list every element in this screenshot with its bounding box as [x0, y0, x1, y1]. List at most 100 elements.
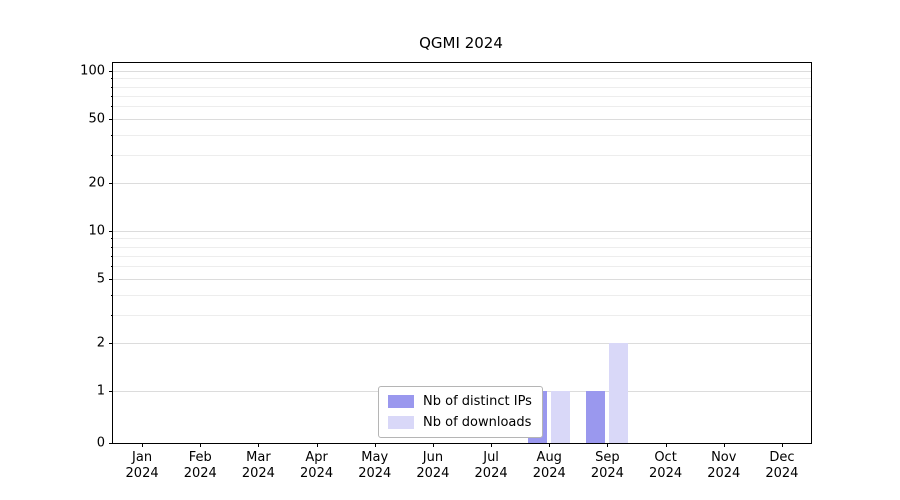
y-minor-tick-mark [110, 266, 113, 268]
y-tick-label: 2 [96, 335, 105, 351]
x-tick-label-line: 2024 [649, 466, 683, 482]
x-tick-mark [491, 443, 493, 447]
minor-gridline [113, 78, 811, 80]
y-tick-mark [109, 119, 113, 121]
major-gridline [113, 279, 811, 281]
y-tick-label: 20 [88, 175, 105, 191]
x-tick-label-line: Oct [654, 450, 677, 465]
x-tick-mark [607, 443, 609, 447]
y-tick-label: 10 [88, 223, 105, 239]
y-tick-mark [109, 342, 113, 344]
y-minor-tick-mark [110, 238, 113, 240]
major-gridline [113, 342, 811, 344]
legend-item-label: Nb of distinct IPs [423, 394, 532, 409]
x-tick-label-line: Dec [769, 450, 795, 465]
y-tick-mark [109, 182, 113, 184]
x-tick-mark [142, 443, 144, 447]
minor-gridline [113, 106, 811, 108]
minor-gridline [113, 86, 811, 88]
x-tick-label-line: Sep [595, 450, 620, 465]
x-tick-label-line: Jul [483, 450, 499, 465]
major-gridline [113, 119, 811, 121]
y-tick-label: 1 [96, 383, 105, 399]
legend-item: Nb of distinct IPs [388, 394, 532, 409]
bar-nb-of-downloads [551, 391, 571, 443]
x-tick-label: Jul 2024 [475, 450, 508, 483]
y-tick-label: 5 [96, 271, 105, 287]
x-tick-label: Feb 2024 [184, 450, 217, 483]
x-tick-label-line: Jan [132, 450, 153, 465]
x-tick-label: Jan 2024 [126, 450, 159, 483]
y-tick-mark [109, 279, 113, 281]
x-tick-mark [316, 443, 318, 447]
x-tick-label-line: 2024 [707, 466, 741, 482]
y-minor-tick-mark [110, 314, 113, 316]
major-gridline [113, 182, 811, 184]
minor-gridline [113, 154, 811, 156]
legend-item-label: Nb of downloads [423, 415, 532, 430]
y-tick-label: 0 [96, 435, 105, 451]
x-tick-mark [258, 443, 260, 447]
x-tick-mark [723, 443, 725, 447]
y-minor-tick-mark [110, 86, 113, 88]
x-tick-label-line: 2024 [358, 466, 392, 482]
x-tick-mark [200, 443, 202, 447]
x-tick-label-line: Aug [536, 450, 562, 465]
y-tick-mark [109, 71, 113, 72]
y-minor-tick-mark [110, 78, 113, 80]
minor-gridline [113, 266, 811, 268]
x-tick-label-line: May [361, 450, 389, 465]
x-tick-label: Dec 2024 [765, 450, 798, 483]
x-tick-mark [665, 443, 667, 447]
x-tick-label-line: 2024 [241, 466, 275, 482]
x-tick-label-line: 2024 [474, 466, 508, 482]
x-tick-mark [549, 443, 551, 447]
x-tick-label-line: Jun [422, 450, 444, 465]
x-tick-label-line: Nov [711, 450, 737, 465]
x-tick-label-line: 2024 [300, 466, 334, 482]
x-tick-label-line: 2024 [590, 466, 624, 482]
x-tick-label-line: Mar [246, 450, 271, 465]
y-minor-tick-mark [110, 154, 113, 156]
chart-title: QGMI 2024 [419, 34, 503, 52]
x-tick-label: Apr 2024 [300, 450, 333, 483]
x-tick-label-line: 2024 [125, 466, 159, 482]
legend-swatch [388, 395, 414, 408]
x-tick-label: Sep 2024 [591, 450, 624, 483]
x-tick-label: Jun 2024 [416, 450, 449, 483]
y-tick-mark [109, 443, 113, 444]
major-gridline [113, 71, 811, 72]
x-tick-label-line: 2024 [416, 466, 450, 482]
minor-gridline [113, 314, 811, 316]
x-tick-label-line: 2024 [183, 466, 217, 482]
minor-gridline [113, 246, 811, 248]
x-tick-label: May 2024 [358, 450, 391, 483]
y-minor-tick-mark [110, 134, 113, 136]
y-minor-tick-mark [110, 106, 113, 108]
minor-gridline [113, 255, 811, 257]
legend: Nb of distinct IPs Nb of downloads [378, 386, 543, 438]
y-minor-tick-mark [110, 294, 113, 296]
major-gridline [113, 231, 811, 232]
bar-nb-of-distinct-ips [586, 391, 606, 443]
y-tick-mark [109, 391, 113, 392]
minor-gridline [113, 294, 811, 296]
legend-swatch [388, 416, 414, 429]
x-tick-mark [374, 443, 376, 447]
y-minor-tick-mark [110, 255, 113, 257]
x-tick-label-line: Feb [188, 450, 212, 465]
x-tick-label: Oct 2024 [649, 450, 682, 483]
minor-gridline [113, 95, 811, 97]
x-tick-label-line: 2024 [532, 466, 566, 482]
y-minor-tick-mark [110, 95, 113, 97]
x-tick-mark [781, 443, 783, 447]
y-tick-label: 100 [80, 63, 105, 79]
bar-nb-of-downloads [609, 342, 629, 443]
x-tick-mark [432, 443, 434, 447]
y-minor-tick-mark [110, 246, 113, 248]
x-tick-label: Nov 2024 [707, 450, 740, 483]
y-tick-label: 50 [88, 111, 105, 127]
minor-gridline [113, 238, 811, 240]
x-tick-label-line: 2024 [765, 466, 799, 482]
